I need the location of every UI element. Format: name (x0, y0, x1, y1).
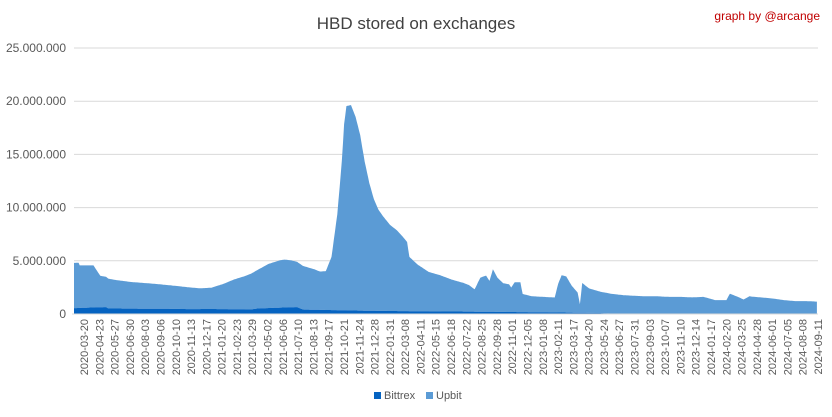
x-tick-label: 2024-03-25 (737, 319, 749, 375)
x-tick-label: 2022-11-01 (507, 319, 519, 374)
x-tick-label: 2023-06-27 (614, 319, 626, 375)
x-tick-label: 2020-04-23 (94, 319, 106, 375)
x-tick-label: 2022-09-28 (492, 319, 504, 375)
chart-title: HBD stored on exchanges (317, 14, 515, 33)
x-tick-label: 2021-08-13 (308, 319, 320, 375)
x-tick-label: 2023-07-31 (630, 319, 642, 375)
x-tick-label: 2022-06-18 (446, 319, 458, 375)
x-tick-label: 2023-03-17 (568, 319, 580, 375)
x-tick-label: 2023-11-10 (675, 319, 687, 374)
x-tick-label: 2024-06-01 (767, 319, 779, 375)
x-tick-label: 2021-06-06 (278, 319, 290, 375)
legend-label: Upbit (436, 390, 462, 402)
x-tick-label: 2021-09-17 (324, 319, 336, 375)
y-tick-label: 10.000.000 (6, 201, 66, 215)
y-tick-label: 25.000.000 (6, 41, 66, 55)
x-tick-label: 2020-10-10 (171, 319, 183, 375)
x-tick-label: 2024-01-17 (706, 319, 718, 375)
series-area-bittrex (74, 307, 818, 314)
x-tick-label: 2022-05-15 (431, 319, 443, 375)
legend: Bittrex Upbit (374, 390, 462, 402)
x-tick-label: 2020-05-27 (110, 319, 122, 375)
x-tick-label: 2023-04-20 (584, 319, 596, 375)
x-tick-label: 2024-04-28 (752, 319, 764, 375)
x-tick-label: 2023-09-03 (645, 319, 657, 375)
y-tick-label: 15.000.000 (6, 147, 66, 161)
x-tick-label: 2022-12-05 (522, 319, 534, 375)
x-tick-label: 2022-01-31 (385, 319, 397, 375)
x-tick-label: 2021-07-10 (293, 319, 305, 375)
series-area-upbit (74, 105, 817, 314)
y-axis-ticks: 0 5.000.000 10.000.000 15.000.000 20.000.000… (6, 41, 66, 321)
x-axis-ticks: 2020-03-20 2020-04-23 2020-05-27 2020-06-30… (79, 319, 825, 375)
x-tick-label: 2020-03-20 (79, 319, 91, 375)
legend-label: Bittrex (384, 390, 416, 402)
x-tick-label: 2021-02-23 (232, 319, 244, 375)
x-tick-label: 2023-05-24 (599, 319, 611, 375)
x-tick-label: 2022-07-22 (461, 319, 473, 375)
x-tick-label: 2024-02-20 (721, 319, 733, 375)
x-tick-label: 2023-12-14 (691, 319, 703, 375)
x-tick-label: 2021-01-20 (217, 319, 229, 375)
chart-credit: graph by @arcange (714, 9, 820, 23)
x-tick-label: 2020-11-13 (186, 319, 198, 374)
y-tick-label: 5.000.000 (13, 254, 67, 268)
x-tick-label: 2020-09-06 (155, 319, 167, 375)
x-tick-label: 2022-03-08 (400, 319, 412, 375)
x-tick-label: 2021-03-29 (247, 319, 259, 375)
x-tick-label: 2024-09-11 (813, 319, 825, 374)
x-tick-label: 2023-01-08 (538, 319, 550, 375)
x-tick-label: 2020-06-30 (125, 319, 137, 375)
y-tick-label: 20.000.000 (6, 94, 66, 108)
x-tick-label: 2022-04-11 (415, 319, 427, 374)
y-tick-label: 0 (59, 307, 66, 321)
x-tick-label: 2021-10-21 (339, 319, 351, 375)
x-tick-label: 2021-12-28 (370, 319, 382, 375)
x-tick-label: 2023-10-07 (660, 319, 672, 375)
gridlines (74, 47, 818, 262)
x-tick-label: 2024-08-08 (798, 319, 810, 375)
x-tick-label: 2022-08-25 (477, 319, 489, 375)
series-areas (74, 105, 818, 314)
x-tick-label: 2020-08-03 (140, 319, 152, 375)
x-tick-label: 2021-05-02 (263, 319, 275, 375)
legend-swatch (374, 392, 381, 399)
x-tick-label: 2021-11-24 (354, 319, 366, 374)
x-tick-label: 2024-07-05 (782, 319, 794, 375)
x-tick-label: 2023-02-11 (553, 319, 565, 374)
legend-swatch (426, 392, 433, 399)
x-tick-label: 2020-12-17 (201, 319, 213, 375)
